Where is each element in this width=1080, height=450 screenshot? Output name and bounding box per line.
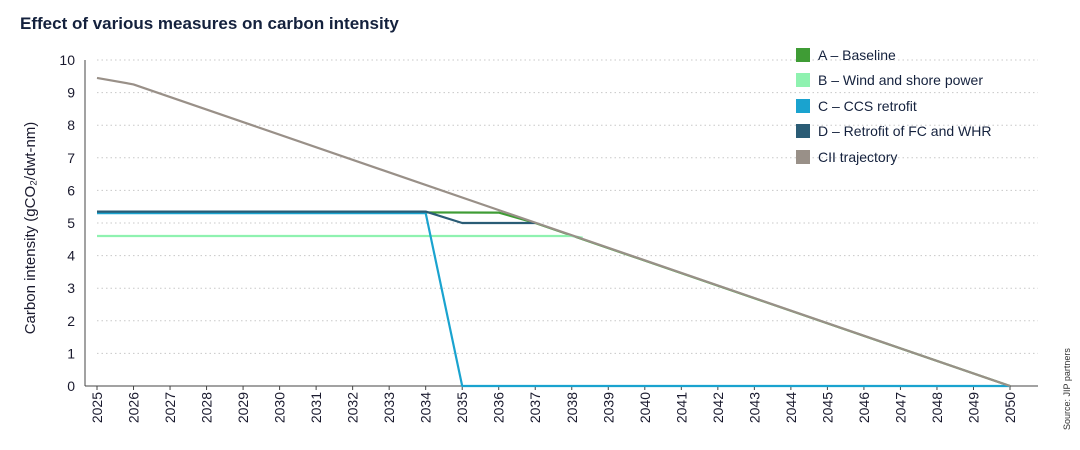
legend-label: D – Retrofit of FC and WHR xyxy=(818,123,992,140)
legend-label: A – Baseline xyxy=(818,46,896,63)
legend-item: CII trajectory xyxy=(796,144,992,170)
x-tick-label: 2043 xyxy=(746,392,762,423)
chart-title: Effect of various measures on carbon int… xyxy=(20,14,399,33)
legend-item: A – Baseline xyxy=(796,42,992,68)
x-tick-label: 2049 xyxy=(965,392,981,423)
x-tick-label: 2030 xyxy=(272,392,288,423)
legend-item: C – CCS retrofit xyxy=(796,93,992,119)
x-tick-label: 2035 xyxy=(454,392,470,423)
x-tick-label: 2025 xyxy=(89,392,105,423)
y-tick-label: 0 xyxy=(67,378,75,394)
x-tick-label: 2039 xyxy=(600,392,616,423)
legend-swatch xyxy=(796,73,810,88)
series-line xyxy=(96,210,1011,388)
legend-item: B – Wind and shore power xyxy=(796,68,992,94)
series-line xyxy=(96,76,1011,388)
chart-legend: A – Baseline B – Wind and shore power C – … xyxy=(796,42,992,170)
legend-swatch xyxy=(796,98,810,113)
y-tick-label: 8 xyxy=(67,117,75,133)
y-tick-label: 7 xyxy=(67,150,75,166)
legend-swatch xyxy=(796,124,810,139)
series-lines xyxy=(96,76,1011,388)
y-tick-label: 3 xyxy=(67,280,75,296)
x-tick-label: 2048 xyxy=(929,392,945,423)
x-tick-label: 2038 xyxy=(564,392,580,423)
x-tick-label: 2044 xyxy=(783,392,799,423)
legend-label: B – Wind and shore power xyxy=(818,72,983,89)
y-tick-label: 5 xyxy=(67,215,75,231)
x-tick-label: 2041 xyxy=(673,392,689,423)
x-tick-label: 2040 xyxy=(637,392,653,423)
x-tick-label: 2028 xyxy=(199,392,215,423)
x-tick-label: 2045 xyxy=(819,392,835,423)
x-tick-label: 2033 xyxy=(381,392,397,423)
x-tick-label: 2036 xyxy=(491,392,507,423)
x-tick-label: 2027 xyxy=(162,392,178,423)
x-tick-label: 2026 xyxy=(126,392,142,423)
x-tick-label: 2046 xyxy=(856,392,872,423)
x-tick-label: 2042 xyxy=(710,392,726,423)
x-tick-label: 2031 xyxy=(308,392,324,423)
source-note: Source: JIP partners xyxy=(1062,348,1072,430)
gridlines xyxy=(97,59,1038,354)
x-tick-label: 2032 xyxy=(345,392,361,423)
series-line xyxy=(97,210,536,225)
x-tick-label: 2037 xyxy=(527,392,543,423)
y-axis-label: Carbon intensity (gCO₂/dwt-nm) xyxy=(22,122,39,335)
y-tick-label: 4 xyxy=(67,248,75,264)
x-tick-label: 2034 xyxy=(418,392,434,423)
x-tick-label: 2050 xyxy=(1002,392,1018,423)
legend-swatch xyxy=(796,149,810,164)
y-tick-label: 9 xyxy=(67,85,75,101)
series-line xyxy=(97,234,583,239)
x-tick-label: 2029 xyxy=(235,392,251,423)
legend-swatch xyxy=(796,47,810,62)
legend-item: D – Retrofit of FC and WHR xyxy=(796,119,992,145)
y-tick-label: 1 xyxy=(67,345,75,361)
x-tick-label: 2047 xyxy=(892,392,908,423)
axes: 0 1 2 3 4 5 6 7 8 9 10 2025 2026 2027 2028 2029 2030 2031… xyxy=(59,52,1038,423)
y-tick-label: 6 xyxy=(67,182,75,198)
y-tick-label: 10 xyxy=(59,52,75,68)
y-tick-label: 2 xyxy=(67,313,75,329)
series-line xyxy=(97,212,1010,388)
legend-label: CII trajectory xyxy=(818,148,898,165)
legend-label: C – CCS retrofit xyxy=(818,97,917,114)
